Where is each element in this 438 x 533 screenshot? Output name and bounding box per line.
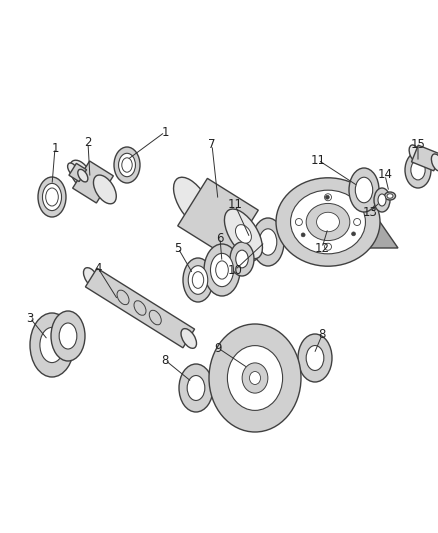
Text: 11: 11: [311, 154, 325, 166]
Ellipse shape: [119, 154, 135, 177]
Ellipse shape: [215, 261, 228, 279]
Ellipse shape: [387, 194, 393, 198]
Text: 1: 1: [161, 125, 169, 139]
Ellipse shape: [173, 177, 212, 227]
Polygon shape: [276, 222, 398, 248]
Ellipse shape: [122, 158, 132, 172]
Ellipse shape: [227, 345, 283, 410]
Ellipse shape: [411, 160, 425, 180]
Text: 11: 11: [227, 198, 243, 212]
Ellipse shape: [84, 268, 99, 287]
Ellipse shape: [179, 364, 213, 412]
Ellipse shape: [355, 177, 373, 203]
Ellipse shape: [409, 145, 420, 162]
Ellipse shape: [78, 169, 88, 182]
Ellipse shape: [40, 327, 64, 362]
Text: 13: 13: [363, 206, 378, 219]
Ellipse shape: [247, 241, 257, 254]
Ellipse shape: [306, 345, 324, 370]
Circle shape: [353, 219, 360, 225]
Text: 14: 14: [378, 168, 392, 182]
Text: 2: 2: [84, 136, 92, 149]
Circle shape: [325, 195, 329, 199]
Ellipse shape: [378, 194, 386, 206]
Ellipse shape: [224, 209, 262, 259]
Ellipse shape: [431, 154, 438, 171]
Text: 8: 8: [318, 328, 326, 342]
Ellipse shape: [70, 160, 92, 189]
Ellipse shape: [276, 178, 380, 266]
Ellipse shape: [250, 372, 261, 384]
Circle shape: [325, 194, 332, 201]
Ellipse shape: [290, 190, 365, 254]
Ellipse shape: [204, 244, 240, 296]
Polygon shape: [412, 145, 438, 171]
Ellipse shape: [183, 258, 213, 302]
Ellipse shape: [192, 272, 204, 288]
Ellipse shape: [51, 311, 85, 361]
Ellipse shape: [181, 329, 197, 349]
Text: 5: 5: [174, 241, 182, 254]
Ellipse shape: [317, 212, 339, 232]
Polygon shape: [69, 163, 87, 182]
Ellipse shape: [59, 323, 77, 349]
Ellipse shape: [385, 192, 396, 200]
Text: 1: 1: [51, 141, 59, 155]
Ellipse shape: [405, 152, 431, 188]
Ellipse shape: [374, 188, 390, 212]
Text: 10: 10: [228, 263, 243, 277]
Ellipse shape: [243, 235, 261, 261]
Text: 9: 9: [214, 342, 222, 354]
Text: 4: 4: [94, 262, 102, 274]
Ellipse shape: [38, 177, 66, 217]
Text: 8: 8: [161, 353, 169, 367]
Ellipse shape: [230, 242, 254, 276]
Ellipse shape: [42, 183, 61, 211]
Ellipse shape: [252, 218, 284, 266]
Ellipse shape: [188, 265, 208, 294]
Ellipse shape: [211, 253, 233, 287]
Ellipse shape: [306, 204, 350, 240]
Ellipse shape: [236, 224, 251, 243]
Ellipse shape: [67, 163, 78, 175]
Circle shape: [325, 243, 332, 251]
Circle shape: [295, 219, 302, 225]
Ellipse shape: [46, 188, 58, 206]
Ellipse shape: [187, 376, 205, 400]
Ellipse shape: [30, 313, 74, 377]
Text: 15: 15: [410, 139, 425, 151]
Text: 7: 7: [208, 139, 216, 151]
Polygon shape: [85, 268, 194, 348]
Circle shape: [352, 232, 356, 236]
Text: 3: 3: [26, 311, 34, 325]
Polygon shape: [178, 179, 258, 257]
Ellipse shape: [298, 334, 332, 382]
Polygon shape: [73, 161, 113, 203]
Ellipse shape: [349, 168, 379, 212]
Circle shape: [301, 233, 305, 237]
Text: 12: 12: [314, 241, 329, 254]
Ellipse shape: [114, 147, 140, 183]
Ellipse shape: [242, 363, 268, 393]
Ellipse shape: [236, 250, 248, 268]
Ellipse shape: [209, 324, 301, 432]
Ellipse shape: [93, 175, 116, 204]
Ellipse shape: [259, 229, 277, 255]
Text: 6: 6: [216, 231, 224, 245]
